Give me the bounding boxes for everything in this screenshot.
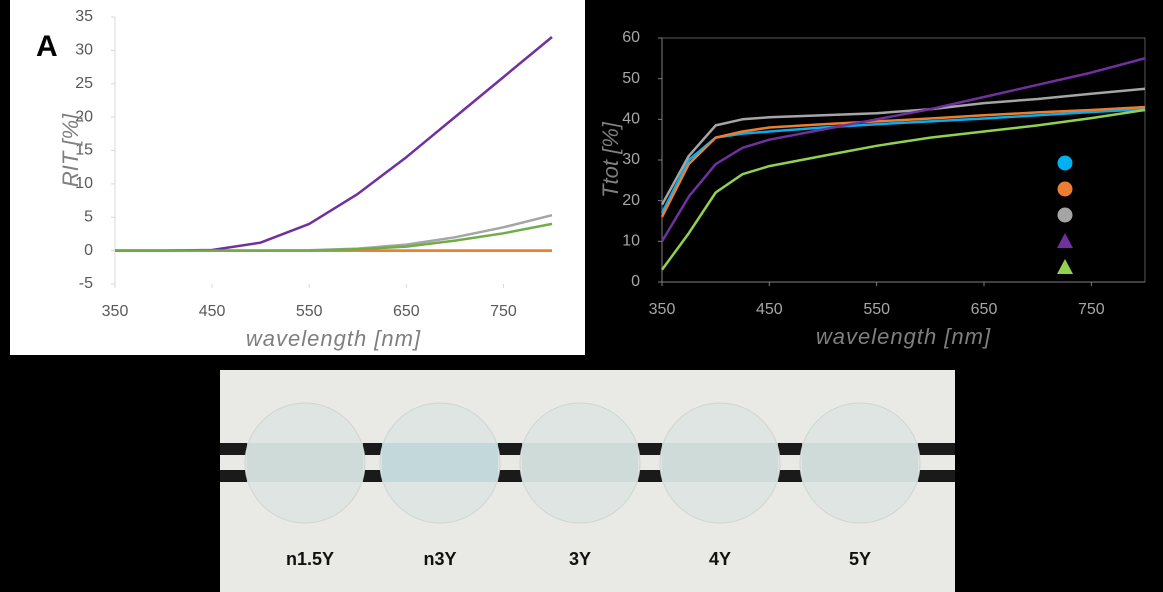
photo [220,370,955,592]
x-axis-title: wavelength [nm] [816,324,991,349]
y-tick-label: 0 [631,273,640,290]
x-axis-title: wavelength [nm] [246,326,421,351]
y-tick-label: 25 [75,75,93,92]
x-tick-label: 650 [393,303,420,320]
y-tick-label: -5 [79,275,93,292]
series-line [660,57,1146,242]
y-tick-label: 5 [84,208,93,225]
y-axis-title: RIT [%] [58,113,83,187]
series-line [660,87,1146,206]
sample-label: 4Y [709,549,731,569]
disk-band [802,443,918,482]
legend-marker [1057,259,1073,274]
sample-label: n3Y [423,549,456,569]
legend-marker [1057,207,1073,223]
y-tick-label: 20 [622,192,640,209]
disk-band [662,443,778,482]
series-line [660,108,1146,271]
series-line [115,222,553,252]
legend-marker [1057,233,1073,248]
legend-marker [1057,181,1073,197]
x-tick-label: 450 [199,303,226,320]
disk-band [382,443,498,482]
y-tick-label: 10 [622,233,640,250]
y-tick-label: 30 [75,42,93,59]
disk-band [247,443,363,482]
y-axis-title: Ttot [%] [598,121,623,198]
y-tick-label: 0 [84,242,93,259]
panel-label: A [36,30,58,63]
x-tick-label: 650 [971,301,998,318]
y-tick-label: 15 [75,142,93,159]
y-tick-label: 35 [75,8,93,25]
disks [244,402,921,524]
y-tick-label: 40 [622,111,640,128]
y-tick-label: 20 [75,108,93,125]
panel-a-background [10,0,585,355]
sample-label: n1.5Y [286,549,334,569]
y-tick-label: 10 [75,175,93,192]
x-tick-label: 550 [296,303,323,320]
x-tick-label: 550 [863,301,890,318]
y-tick-label: 30 [622,151,640,168]
series-line [660,105,1146,218]
sample-label: 5Y [849,549,871,569]
x-tick-label: 450 [756,301,783,318]
legend-marker [1057,155,1073,171]
x-tick-label: 750 [490,303,517,320]
disk-band [522,443,638,482]
y-tick-label: 60 [622,29,640,46]
y-tick-label: 50 [622,70,640,87]
x-tick-label: 750 [1078,301,1105,318]
x-tick-label: 350 [102,303,129,320]
sample-label: 3Y [569,549,591,569]
x-tick-label: 350 [649,301,676,318]
